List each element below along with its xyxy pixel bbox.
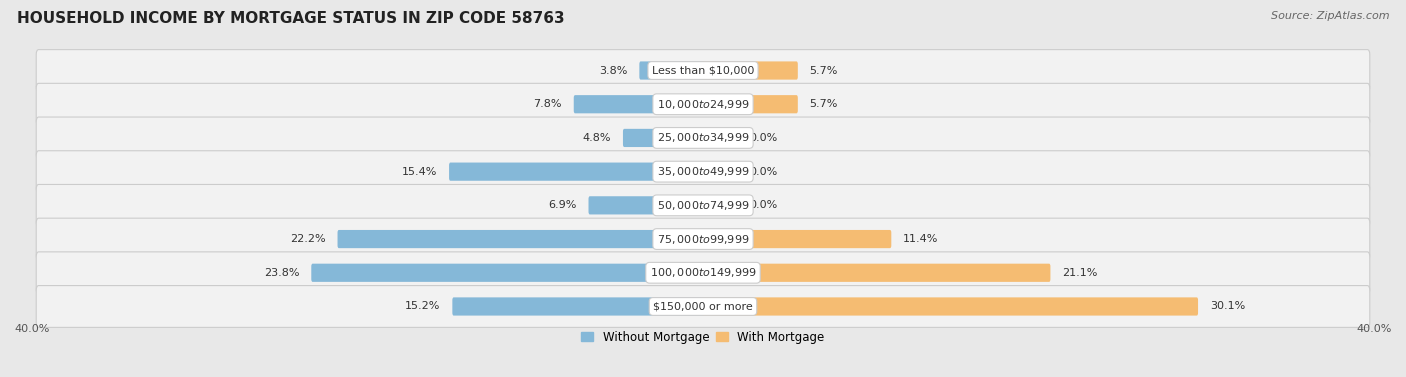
Text: 22.2%: 22.2%	[290, 234, 326, 244]
FancyBboxPatch shape	[623, 129, 704, 147]
FancyBboxPatch shape	[37, 50, 1369, 91]
Text: 30.1%: 30.1%	[1209, 302, 1246, 311]
Text: $25,000 to $34,999: $25,000 to $34,999	[657, 132, 749, 144]
FancyBboxPatch shape	[37, 184, 1369, 226]
Text: 0.0%: 0.0%	[749, 167, 778, 177]
Text: 15.4%: 15.4%	[402, 167, 437, 177]
FancyBboxPatch shape	[37, 218, 1369, 260]
Text: 40.0%: 40.0%	[14, 324, 49, 334]
Text: 0.0%: 0.0%	[749, 133, 778, 143]
FancyBboxPatch shape	[37, 151, 1369, 193]
FancyBboxPatch shape	[453, 297, 704, 316]
Text: 7.8%: 7.8%	[533, 99, 562, 109]
Text: $75,000 to $99,999: $75,000 to $99,999	[657, 233, 749, 245]
FancyBboxPatch shape	[702, 230, 891, 248]
Text: $150,000 or more: $150,000 or more	[654, 302, 752, 311]
Text: $10,000 to $24,999: $10,000 to $24,999	[657, 98, 749, 111]
Text: 0.0%: 0.0%	[749, 200, 778, 210]
FancyBboxPatch shape	[702, 264, 1050, 282]
Text: 40.0%: 40.0%	[1357, 324, 1392, 334]
Text: 15.2%: 15.2%	[405, 302, 440, 311]
FancyBboxPatch shape	[702, 297, 1198, 316]
FancyBboxPatch shape	[702, 129, 737, 147]
Legend: Without Mortgage, With Mortgage: Without Mortgage, With Mortgage	[576, 326, 830, 349]
Text: 11.4%: 11.4%	[903, 234, 938, 244]
Text: 23.8%: 23.8%	[264, 268, 299, 278]
Text: 4.8%: 4.8%	[582, 133, 612, 143]
Text: $50,000 to $74,999: $50,000 to $74,999	[657, 199, 749, 212]
FancyBboxPatch shape	[37, 117, 1369, 159]
FancyBboxPatch shape	[589, 196, 704, 215]
Text: Source: ZipAtlas.com: Source: ZipAtlas.com	[1271, 11, 1389, 21]
Text: 21.1%: 21.1%	[1063, 268, 1098, 278]
Text: Less than $10,000: Less than $10,000	[652, 66, 754, 75]
FancyBboxPatch shape	[702, 95, 797, 113]
Text: HOUSEHOLD INCOME BY MORTGAGE STATUS IN ZIP CODE 58763: HOUSEHOLD INCOME BY MORTGAGE STATUS IN Z…	[17, 11, 564, 26]
FancyBboxPatch shape	[311, 264, 704, 282]
FancyBboxPatch shape	[574, 95, 704, 113]
Text: 5.7%: 5.7%	[810, 66, 838, 75]
FancyBboxPatch shape	[702, 61, 797, 80]
FancyBboxPatch shape	[337, 230, 704, 248]
FancyBboxPatch shape	[640, 61, 704, 80]
FancyBboxPatch shape	[37, 252, 1369, 294]
Text: 6.9%: 6.9%	[548, 200, 576, 210]
Text: 5.7%: 5.7%	[810, 99, 838, 109]
Text: $35,000 to $49,999: $35,000 to $49,999	[657, 165, 749, 178]
FancyBboxPatch shape	[702, 196, 737, 215]
FancyBboxPatch shape	[702, 162, 737, 181]
FancyBboxPatch shape	[449, 162, 704, 181]
FancyBboxPatch shape	[37, 83, 1369, 125]
Text: 3.8%: 3.8%	[599, 66, 627, 75]
Text: $100,000 to $149,999: $100,000 to $149,999	[650, 266, 756, 279]
FancyBboxPatch shape	[37, 286, 1369, 327]
